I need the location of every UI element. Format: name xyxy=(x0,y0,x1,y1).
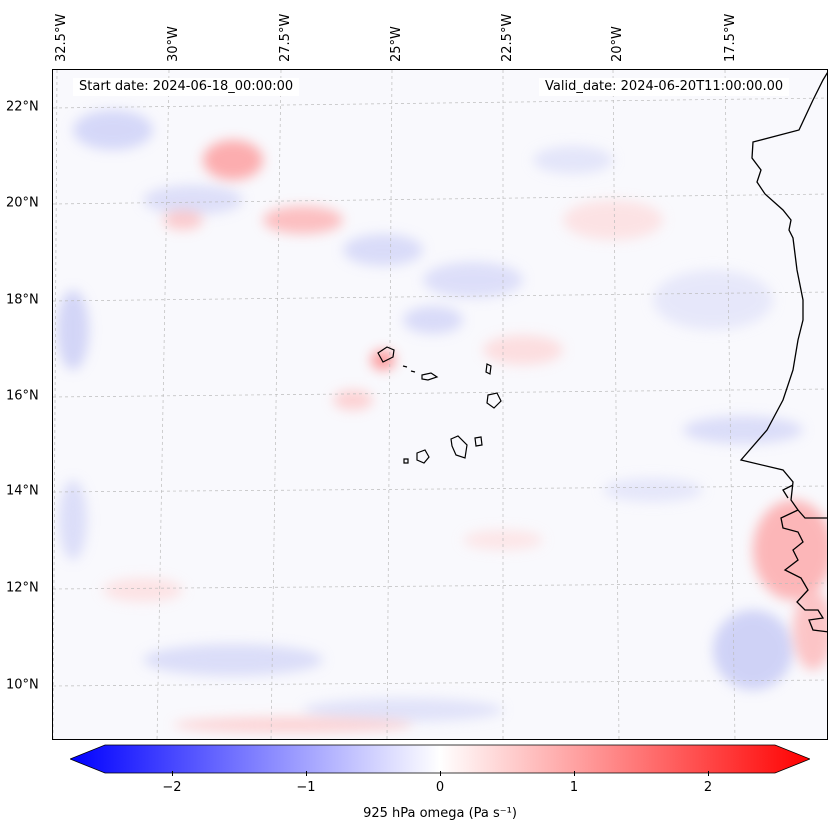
lat-label-16n: 16°N xyxy=(6,388,39,404)
positive-omega-regions xyxy=(103,140,827,733)
lat-label-22n: 22°N xyxy=(6,99,39,115)
lon-label-32-5w: 32.5°W xyxy=(54,13,69,62)
colorbar-tickmark xyxy=(708,771,709,776)
colorbar-tick-2: 2 xyxy=(703,780,713,795)
colorbar xyxy=(68,744,812,774)
lat-label-10n: 10°N xyxy=(6,677,39,693)
lon-label-25w: 25°W xyxy=(389,26,404,62)
graticule xyxy=(53,70,827,739)
lon-label-27-5w: 27.5°W xyxy=(278,13,293,62)
africa-coastline xyxy=(739,72,827,633)
colorbar-label: 925 hPa omega (Pa s⁻¹) xyxy=(363,806,517,821)
lon-label-30w: 30°W xyxy=(166,26,181,62)
lat-label-18n: 18°N xyxy=(6,292,39,308)
colorbar-gradient xyxy=(68,744,812,774)
cape-verde-islands xyxy=(377,346,502,464)
colorbar-tickmark xyxy=(574,771,575,776)
lat-label-12n: 12°N xyxy=(6,580,39,596)
lon-label-17-5w: 17.5°W xyxy=(723,13,738,62)
omega-map xyxy=(52,69,828,740)
colorbar-tick-neg2: −2 xyxy=(162,780,182,795)
lon-label-22-5w: 22.5°W xyxy=(500,13,515,62)
valid-date-label: Valid_date: 2024-06-20T11:00:00.00 xyxy=(539,78,790,96)
lat-label-14n: 14°N xyxy=(6,483,39,499)
lat-label-20n: 20°N xyxy=(6,195,39,211)
colorbar-tick-0: 0 xyxy=(435,780,445,795)
colorbar-tickmark xyxy=(306,771,307,776)
lon-label-20w: 20°W xyxy=(610,26,625,62)
start-date-label: Start date: 2024-06-18_00:00:00 xyxy=(73,78,300,96)
colorbar-tick-1: 1 xyxy=(569,780,579,795)
omega-field xyxy=(53,70,827,739)
negative-omega-regions xyxy=(57,110,803,722)
colorbar-tickmark xyxy=(440,771,441,776)
colorbar-tickmark xyxy=(172,771,173,776)
colorbar-tick-neg1: −1 xyxy=(296,780,316,795)
